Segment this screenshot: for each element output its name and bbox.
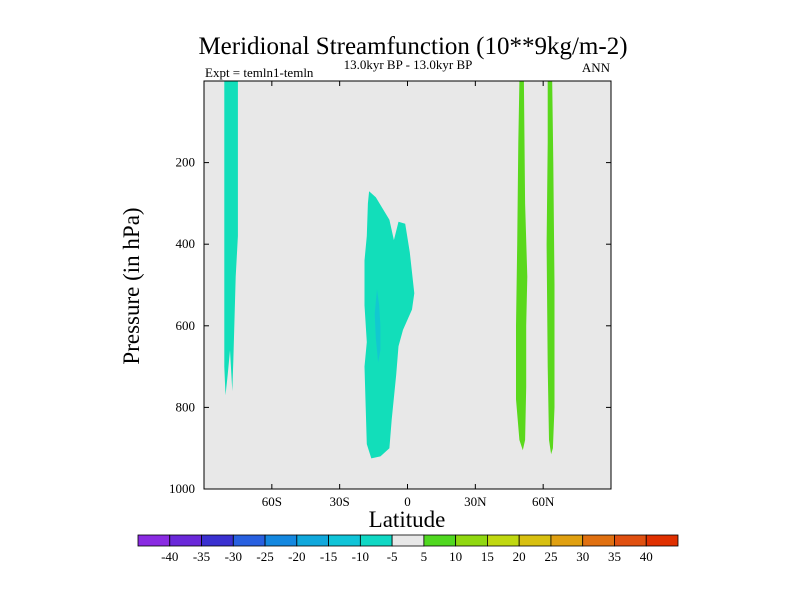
y-axis: 200 400 600 800 1000 (169, 155, 611, 496)
colorbar: -40 -35 -30 -25 -20 -15 -10 -5 5 10 15 20 25 30 35 40 (137, 534, 679, 564)
colorbar-label: -20 (288, 549, 305, 564)
x-tick-label: 0 (404, 494, 411, 509)
colorbar-swatch (137, 534, 171, 547)
y-tick-label: 400 (176, 236, 196, 251)
colorbar-label: 15 (481, 549, 494, 564)
x-tick-label: 30S (330, 494, 350, 509)
colorbar-label: -25 (256, 549, 273, 564)
neg-band-southern-high-latitude (224, 81, 238, 396)
colorbar-swatch (550, 534, 584, 547)
colorbar-label: -40 (161, 549, 178, 564)
chart-title: Meridional Streamfunction (10**9kg/m-2) (198, 33, 627, 60)
x-tick-label: 30N (464, 494, 487, 509)
colorbar-label: 25 (544, 549, 557, 564)
y-tick-label: 800 (176, 399, 196, 414)
colorbar-label: -5 (387, 549, 398, 564)
colorbar-label: 30 (576, 549, 589, 564)
colorbar-label: -35 (193, 549, 210, 564)
x-axis-label: Latitude (369, 507, 446, 532)
colorbar-swatch (359, 534, 393, 547)
colorbar-swatch (582, 534, 615, 547)
colorbar-swatch (264, 534, 298, 547)
x-tick-label: 60N (532, 494, 555, 509)
colorbar-label: 40 (640, 549, 653, 564)
x-axis: 60S 30S 0 30N 60N (262, 81, 555, 509)
colorbar-swatch (455, 534, 488, 547)
colorbar-label: 10 (449, 549, 462, 564)
plot-area (203, 80, 612, 490)
y-tick-label: 1000 (169, 481, 195, 496)
colorbar-swatch (487, 534, 520, 547)
colorbar-swatch (391, 534, 425, 547)
period-label: 13.0kyr BP - 13.0kyr BP (344, 57, 473, 72)
colorbar-label: -15 (320, 549, 337, 564)
colorbar-swatch (169, 534, 202, 547)
y-tick-label: 200 (176, 155, 196, 170)
x-tick-label: 60S (262, 494, 282, 509)
colorbar-swatch (296, 534, 329, 547)
y-tick-label: 600 (176, 318, 196, 333)
season-label: ANN (582, 60, 611, 75)
colorbar-swatch (201, 534, 234, 547)
colorbar-swatch (518, 534, 552, 547)
colorbar-swatch (645, 534, 679, 547)
pos-band-northern-63 (546, 81, 555, 455)
colorbar-label: -30 (225, 549, 242, 564)
colorbar-label: -10 (352, 549, 369, 564)
experiment-label: Expt = temln1-temln (205, 65, 314, 80)
colorbar-swatch (328, 534, 361, 547)
colorbar-swatch (614, 534, 647, 547)
pos-band-northern-50 (516, 81, 528, 451)
colorbar-label: 5 (421, 549, 428, 564)
y-axis-label: Pressure (in hPa) (119, 207, 144, 364)
colorbar-label: 35 (608, 549, 621, 564)
neg-cell-southern-tropics (364, 191, 415, 459)
colorbar-swatch (423, 534, 457, 547)
colorbar-label: 20 (513, 549, 526, 564)
neg-core-southern-tropics (374, 289, 381, 363)
colorbar-swatch (232, 534, 266, 547)
